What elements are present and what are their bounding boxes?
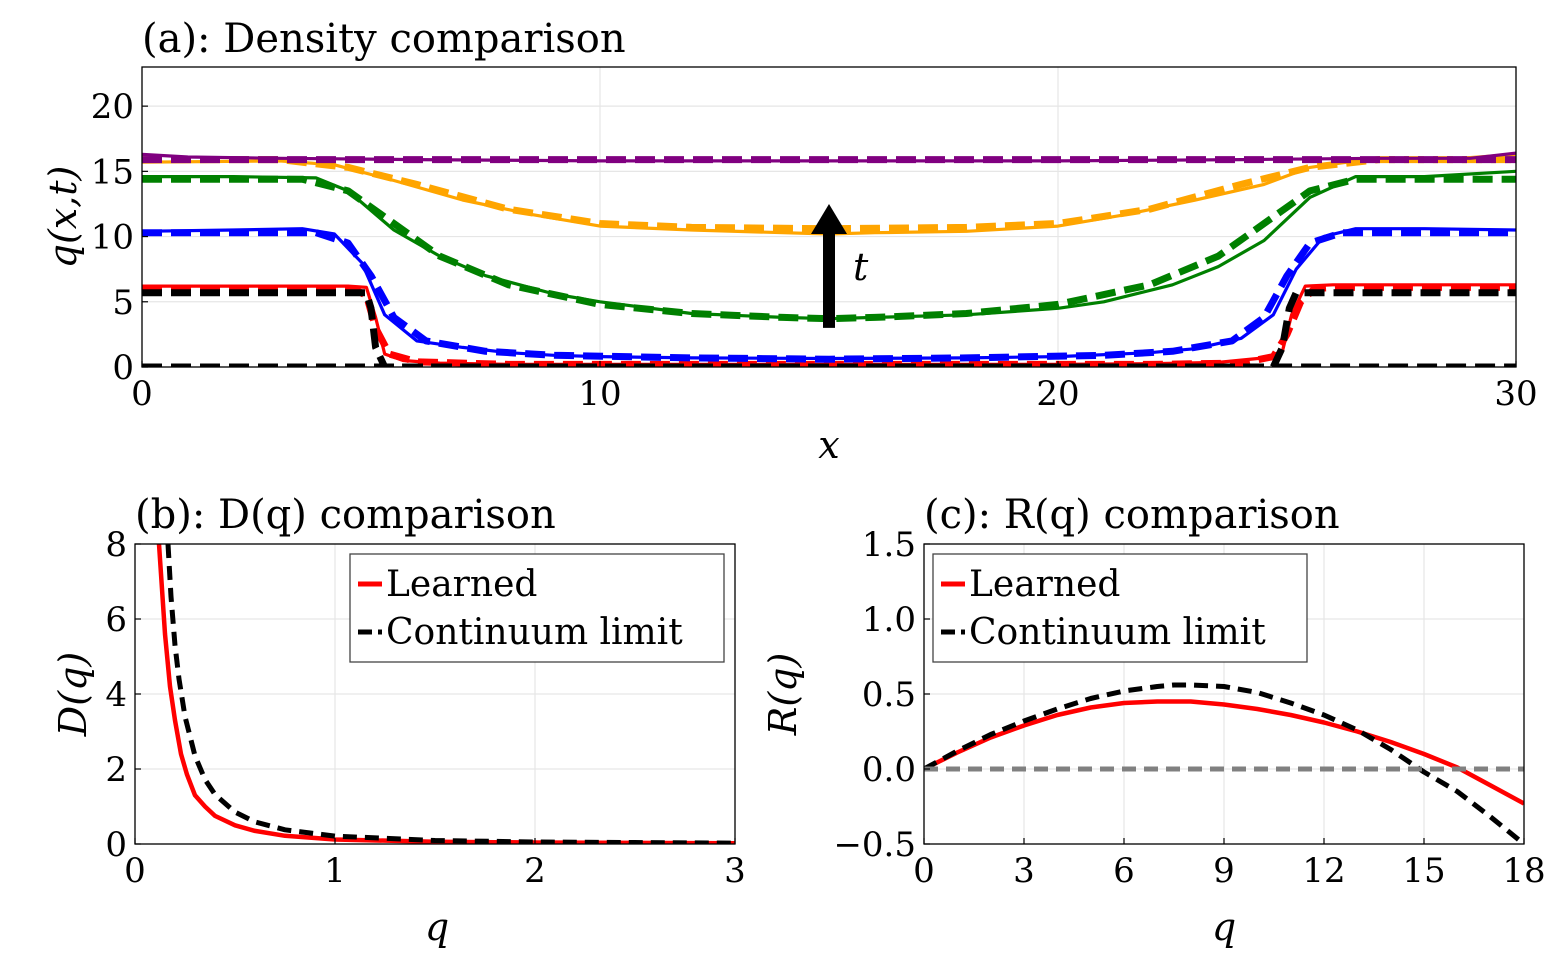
panel-b: (b): D(q) comparison 0 1 2 3 0 2 4 6 8 Learned Co… — [51, 492, 746, 949]
panel-c-series — [924, 682, 1524, 844]
panel-b-ticks: 0 1 2 3 0 2 4 6 8 — [105, 525, 745, 891]
x-tick-label: 0 — [913, 851, 935, 891]
x-tick-label: 9 — [1213, 851, 1235, 891]
legend-label: Learned — [969, 564, 1120, 605]
panel-c-title: (c): R(q) comparison — [924, 492, 1340, 538]
x-tick-label: 30 — [1494, 374, 1537, 414]
legend-label: Continuum limit — [969, 612, 1266, 653]
y-tick-label: 5 — [112, 283, 134, 323]
series-group — [924, 682, 1524, 844]
x-tick-label: 3 — [724, 851, 746, 891]
x-tick-label: 18 — [1502, 851, 1545, 891]
legend-box — [932, 553, 1308, 663]
x-tick-label: 0 — [124, 851, 146, 891]
x-tick-label: 6 — [1113, 851, 1135, 891]
y-tick-label: 0 — [105, 825, 127, 865]
panel-b-series — [156, 544, 735, 844]
series-line-continuum-limit — [165, 544, 735, 844]
legend-label: Continuum limit — [386, 612, 683, 653]
panel-c-xlabel: q — [1212, 905, 1236, 949]
panel-b-legend: Learned Continuum limit — [349, 553, 725, 663]
y-tick-label: 4 — [105, 675, 127, 715]
panel-a-ylabel: q(x,t) — [41, 166, 85, 269]
x-tick-label: 3 — [1013, 851, 1035, 891]
y-tick-label: 6 — [105, 600, 127, 640]
y-tick-label: 15 — [91, 152, 134, 192]
arrow-head — [811, 203, 847, 234]
panel-a-frame — [141, 66, 1517, 368]
y-tick-label: 1.0 — [862, 600, 916, 640]
series-line-c000000-dashed — [142, 289, 1516, 367]
panel-c-ticks: 0 3 6 9 12 15 18 −0.5 0.0 0.5 1.0 1.5 — [833, 525, 1545, 891]
x-tick-label: 2 — [524, 851, 546, 891]
x-tick-label: 15 — [1402, 851, 1445, 891]
x-tick-label: 10 — [578, 374, 621, 414]
series-line-c008000-dashed — [142, 175, 1516, 323]
panel-c-ylabel: R(q) — [761, 653, 805, 737]
panel-b-ylabel: D(q) — [51, 652, 95, 737]
y-tick-label: 0.0 — [862, 750, 916, 790]
panel-a-title: (a): Density comparison — [142, 16, 626, 62]
panel-b-xlabel: q — [425, 905, 449, 949]
y-tick-label: 1.5 — [862, 525, 916, 565]
panel-a: (a): Density comparison t 0 10 20 30 0 5 10 15 2… — [41, 16, 1538, 467]
y-tick-label: 8 — [105, 525, 127, 565]
y-tick-label: 10 — [91, 218, 134, 258]
x-tick-label: 0 — [131, 374, 153, 414]
x-tick-label: 12 — [1302, 851, 1345, 891]
panel-c-legend: Learned Continuum limit — [932, 553, 1308, 663]
legend-box — [349, 553, 725, 663]
y-tick-label: 2 — [105, 750, 127, 790]
x-tick-label: 20 — [1036, 374, 1079, 414]
panel-a-time-arrow: t — [811, 203, 869, 328]
series-line-learned — [156, 544, 735, 844]
panel-a-xlabel: x — [818, 423, 839, 467]
y-tick-label: 0.5 — [862, 675, 916, 715]
panel-c: (c): R(q) comparison 0 3 6 9 12 15 18 −0.5 0.0 0.… — [761, 492, 1546, 949]
series-line-learned — [924, 699, 1524, 806]
series-group — [156, 544, 735, 844]
y-tick-label: −0.5 — [833, 825, 916, 865]
series-line-c000000-dashed — [142, 289, 1516, 367]
legend-label: Learned — [386, 564, 537, 605]
panel-a-ticks: 0 10 20 30 0 5 10 15 20 — [91, 87, 1538, 414]
arrow-label: t — [853, 245, 869, 289]
panel-b-title: (b): D(q) comparison — [135, 492, 556, 538]
series-line-c0000ff-dashed — [142, 229, 1516, 363]
y-tick-label: 0 — [112, 348, 134, 388]
x-tick-label: 1 — [324, 851, 346, 891]
y-tick-label: 20 — [91, 87, 134, 127]
